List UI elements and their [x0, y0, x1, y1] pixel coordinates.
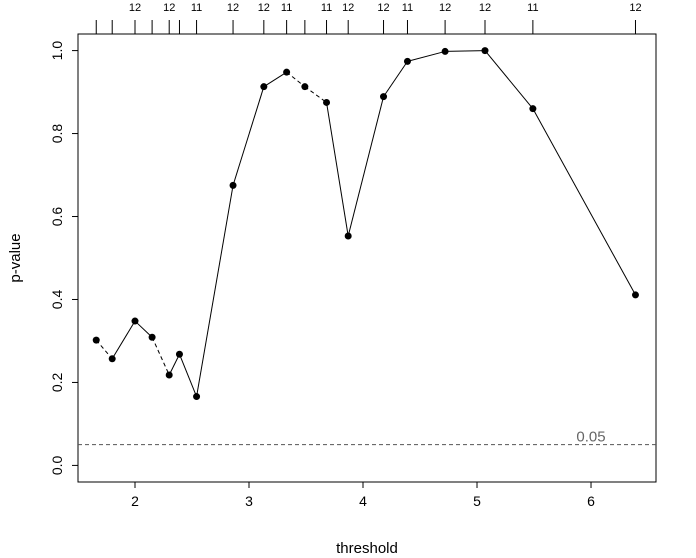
series-line-segment	[484, 50, 534, 109]
top-tick-label: 12	[342, 2, 354, 14]
top-tick-label: 11	[527, 2, 538, 14]
series-line-segment	[347, 96, 385, 237]
x-axis: 2 3 4 5 6	[131, 482, 595, 509]
top-tick-label: 11	[321, 2, 332, 14]
series-line-segment	[196, 185, 234, 397]
x-tick-label: 4	[359, 493, 367, 509]
series-line-segment	[95, 339, 113, 360]
series-line-segment	[111, 320, 136, 360]
series-line-segment	[445, 50, 486, 52]
data-point	[481, 47, 489, 55]
top-axis: 12 12 11 12 12 11 11 12 12 11 12 12 11 12	[95, 2, 642, 34]
data-point	[148, 333, 156, 341]
top-tick-label: 12	[629, 2, 641, 14]
top-tick-label: 12	[163, 2, 175, 14]
data-point	[344, 232, 352, 240]
series-line-segment	[168, 354, 180, 376]
top-tick-label: 11	[281, 2, 292, 14]
series-line-segment	[383, 61, 408, 97]
top-tick-label: 12	[129, 2, 141, 14]
data-point	[631, 291, 639, 299]
top-tick-label: 12	[377, 2, 389, 14]
series-line-segment	[232, 86, 265, 186]
data-point	[175, 350, 183, 358]
x-tick-label: 3	[245, 493, 253, 509]
data-point	[529, 105, 537, 113]
data-point	[441, 47, 449, 55]
data-point	[165, 371, 173, 379]
top-tick-label: 11	[191, 2, 202, 14]
plot-frame	[77, 33, 657, 483]
top-tick-label: 11	[402, 2, 413, 14]
x-tick-label: 6	[587, 493, 595, 509]
data-point	[323, 98, 331, 106]
series-points	[92, 47, 639, 401]
data-point	[403, 57, 411, 65]
top-tick-label: 12	[439, 2, 451, 14]
data-point	[283, 68, 291, 76]
data-point	[193, 393, 201, 401]
y-tick-label: 0.8	[49, 124, 65, 144]
reference-line-label: 0.05	[576, 429, 605, 446]
x-tick-label: 5	[473, 493, 481, 509]
y-tick-label: 0.2	[49, 373, 65, 393]
series-line-segment	[178, 354, 198, 397]
series-line-segment	[263, 71, 287, 88]
data-point	[92, 336, 100, 344]
series-lines	[95, 50, 636, 397]
data-point	[131, 317, 139, 325]
x-tick-label: 2	[131, 493, 139, 509]
y-tick-label: 0.4	[49, 290, 65, 310]
data-point	[108, 355, 116, 363]
data-point	[380, 93, 388, 101]
y-tick-label: 1.0	[49, 41, 65, 61]
series-line-segment	[326, 102, 349, 237]
series-line-segment	[532, 108, 636, 296]
x-axis-title: threshold	[336, 540, 398, 557]
series-line-segment	[304, 86, 327, 103]
series-line-segment	[134, 320, 153, 338]
y-axis-title: p-value	[7, 233, 24, 282]
y-axis: 0.0 0.2 0.4 0.6 0.8 1.0	[49, 41, 78, 475]
data-point	[229, 181, 237, 189]
top-tick-label: 12	[258, 2, 270, 14]
series-line-segment	[407, 50, 446, 62]
y-tick-label: 0.6	[49, 207, 65, 227]
top-tick-label: 12	[479, 2, 491, 14]
y-tick-label: 0.0	[49, 455, 65, 475]
series-line-segment	[286, 71, 306, 88]
data-point	[301, 83, 309, 91]
data-point	[260, 83, 268, 91]
reference-line-group: 0.05	[78, 429, 656, 446]
series-line-segment	[151, 337, 170, 376]
top-tick-label: 12	[227, 2, 239, 14]
